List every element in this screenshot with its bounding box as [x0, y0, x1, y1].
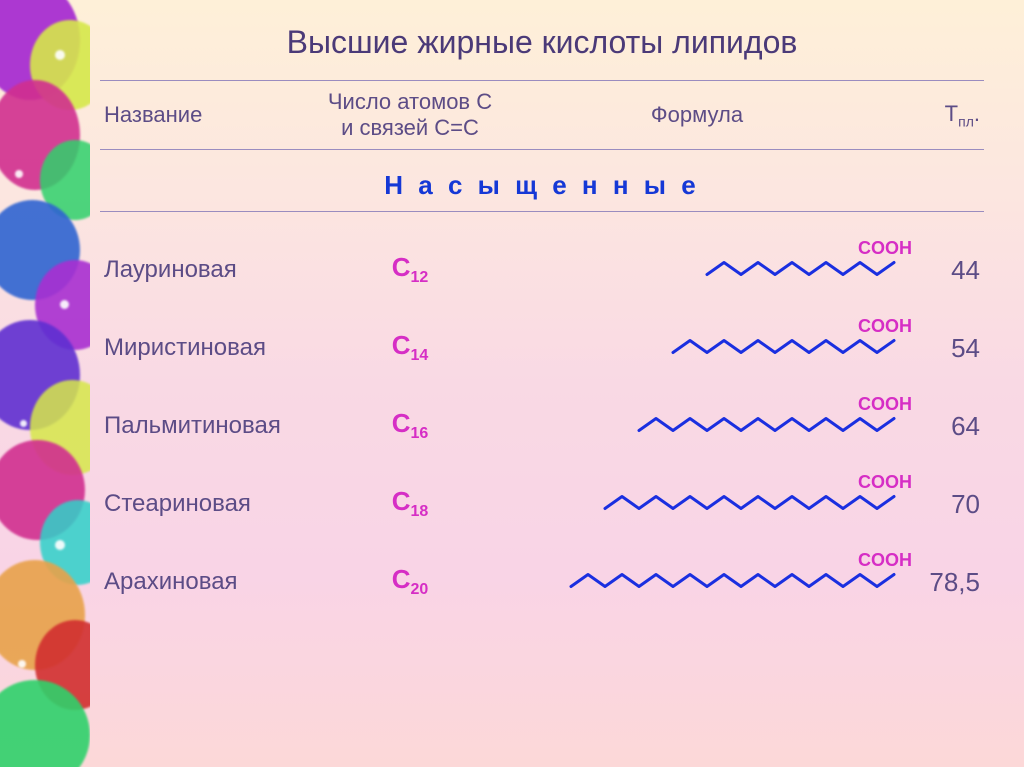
- carbon-count: С20: [320, 564, 500, 599]
- structural-formula: COOH: [500, 250, 894, 290]
- carbon-count: С14: [320, 330, 500, 365]
- structural-formula: COOH: [500, 406, 894, 446]
- acid-name: Стеариновая: [100, 490, 320, 518]
- carbon-count: С18: [320, 486, 500, 521]
- melting-point: 70: [894, 489, 984, 520]
- melting-point: 78,5: [894, 567, 984, 598]
- table-row: МиристиноваяС14COOH54: [100, 328, 984, 368]
- melting-point: 44: [894, 255, 984, 286]
- fatty-acid-table: Название Число атомов С и связей С=С Фор…: [100, 80, 984, 602]
- table-header-row: Название Число атомов С и связей С=С Фор…: [100, 80, 984, 150]
- zigzag-chain-icon: [707, 263, 894, 278]
- melting-point: 54: [894, 333, 984, 364]
- structural-formula: COOH: [500, 562, 894, 602]
- zigzag-chain-icon: [639, 419, 894, 434]
- acid-name: Пальмитиновая: [100, 412, 320, 440]
- col-header-tm: Тпл.: [894, 101, 984, 129]
- acid-name: Арахиновая: [100, 568, 320, 596]
- zigzag-chain-icon: [571, 575, 894, 590]
- carbon-count: С12: [320, 252, 500, 287]
- zigzag-chain-icon: [605, 497, 894, 512]
- acid-name: Миристиновая: [100, 334, 320, 362]
- structural-formula: COOH: [500, 328, 894, 368]
- zigzag-chain-icon: [673, 341, 894, 356]
- table-row: ПальмитиноваяС16COOH64: [100, 406, 984, 446]
- cooh-label: COOH: [858, 238, 912, 259]
- col-header-name: Название: [100, 102, 320, 128]
- section-saturated: Н а с ы щ е н н ы е: [100, 150, 984, 212]
- cooh-label: COOH: [858, 394, 912, 415]
- table-row: АрахиноваяС20COOH78,5: [100, 562, 984, 602]
- table-row: ЛауриноваяС12COOH44: [100, 250, 984, 290]
- structural-formula: COOH: [500, 484, 894, 524]
- cooh-label: COOH: [858, 550, 912, 571]
- cooh-label: COOH: [858, 316, 912, 337]
- col-header-atoms: Число атомов С и связей С=С: [320, 89, 500, 141]
- carbon-count: С16: [320, 408, 500, 443]
- cooh-label: COOH: [858, 472, 912, 493]
- table-row: СтеариноваяС18COOH70: [100, 484, 984, 524]
- acid-name: Лауриновая: [100, 256, 320, 284]
- col-header-formula: Формула: [500, 102, 894, 128]
- melting-point: 64: [894, 411, 984, 442]
- slide-title: Высшие жирные кислоты липидов: [0, 0, 1024, 61]
- slide-content: Высшие жирные кислоты липидов Название Ч…: [0, 0, 1024, 767]
